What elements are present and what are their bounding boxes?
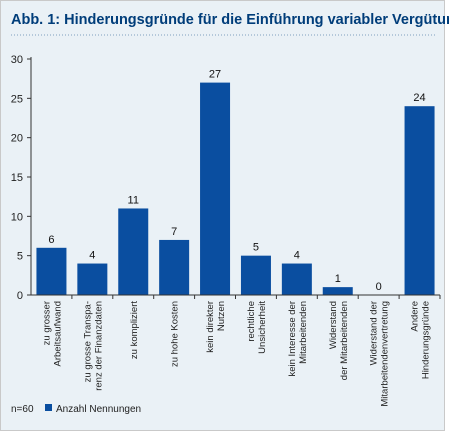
y-tick-label: 25 — [11, 93, 23, 105]
category-label-line: zu grosser — [41, 301, 52, 345]
category-label-line: renz der Finanzdaten — [93, 301, 104, 391]
bar — [77, 263, 108, 295]
data-label: 5 — [253, 242, 259, 254]
y-tick-label: 10 — [11, 211, 23, 223]
data-label: 4 — [294, 250, 300, 262]
bar — [322, 287, 353, 295]
data-label: 0 — [376, 281, 382, 293]
y-tick-label: 20 — [11, 133, 23, 145]
category-label-line: Andere — [410, 301, 421, 332]
category-label: zu grosser Arbeitsaufwand — [41, 301, 63, 366]
legend-label: Anzahl Nennungen — [56, 404, 141, 415]
category-label: Widerstand der Mitarbeitendenvertretung — [369, 301, 391, 407]
bar — [118, 208, 149, 295]
data-label: 27 — [209, 69, 221, 81]
data-label: 6 — [48, 234, 54, 246]
category-label-line: der Mitarbeitenden — [339, 301, 350, 380]
y-axis: 0 5 10 15 20 25 30 — [11, 54, 32, 302]
data-label: 1 — [335, 273, 341, 285]
category-label-line: kein direkter — [205, 301, 216, 353]
category-label: kein direkter Nutzen — [205, 301, 227, 353]
category-label: kein Interesse der Mitarbeitenden — [287, 301, 309, 377]
category-label-line: rechtliche — [246, 301, 257, 342]
bar — [240, 255, 271, 295]
data-label: 4 — [89, 250, 95, 262]
category-label: zu hohe Kosten — [170, 301, 181, 367]
bar — [281, 263, 312, 295]
category-label-line: Hinderungsgründe — [421, 301, 432, 379]
category-label: Andere Hinderungsgründe — [410, 301, 432, 379]
category-label-line: Arbeitsaufwand — [52, 301, 63, 366]
category-label-line: zu hohe Kosten — [170, 301, 181, 367]
bar — [159, 239, 190, 295]
chart-title: Abb. 1: Hinderungsgründe für die Einführ… — [11, 12, 449, 28]
category-label-line: Mitarbeitenden — [298, 301, 309, 364]
data-label: 11 — [128, 194, 139, 206]
category-label: Widerstand der Mitarbeitenden — [328, 301, 350, 380]
y-tick-label: 0 — [17, 290, 23, 302]
category-label-line: kein Interesse der — [287, 301, 298, 377]
category-label: zu kompliziert — [129, 301, 140, 359]
category-label-line: Widerstand — [328, 301, 339, 349]
category-label-line: zu kompliziert — [129, 301, 140, 359]
category-label-line: zu grosse Transpa- — [82, 301, 93, 382]
data-label: 24 — [413, 92, 425, 104]
legend-swatch — [45, 404, 52, 411]
bar — [36, 247, 67, 295]
data-label: 7 — [171, 226, 177, 238]
y-tick-label: 30 — [11, 54, 23, 66]
category-label: rechtliche Unsicherheit — [246, 301, 268, 354]
category-label-line: Mitarbeitendenvertretung — [380, 301, 391, 407]
category-label-line: Widerstand der — [369, 301, 380, 365]
bar — [200, 82, 231, 295]
sample-size-label: n=60 — [11, 404, 34, 415]
y-tick-label: 15 — [11, 172, 23, 184]
category-label: zu grosse Transpa-renz der Finanzdaten — [82, 301, 104, 391]
bars: 6 zu grosser Arbeitsaufwand 4 zu grosse Tran… — [36, 69, 441, 407]
bar — [404, 106, 435, 295]
category-label-line: Nutzen — [216, 301, 227, 331]
y-tick-label: 5 — [17, 251, 23, 263]
category-label-line: Unsicherheit — [257, 301, 268, 354]
